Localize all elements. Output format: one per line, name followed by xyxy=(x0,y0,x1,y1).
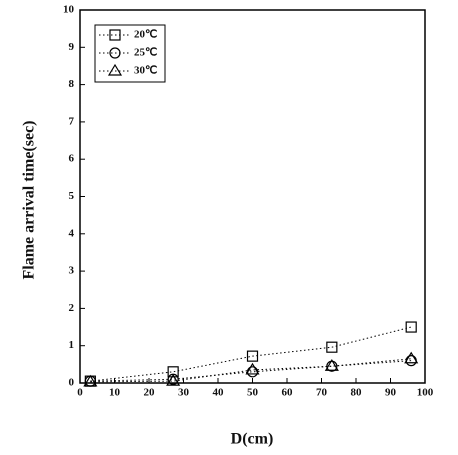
y-tick-label: 10 xyxy=(63,4,75,16)
x-tick-label: 60 xyxy=(282,387,294,399)
legend-marker xyxy=(109,47,121,59)
y-tick-label: 4 xyxy=(69,227,75,239)
y-tick-label: 8 xyxy=(69,78,75,90)
data-point xyxy=(404,351,419,364)
y-tick-label: 6 xyxy=(69,153,75,165)
x-tick-label: 50 xyxy=(247,387,259,399)
data-point xyxy=(326,341,338,353)
legend-label: 20℃ xyxy=(134,29,157,41)
y-tick-label: 7 xyxy=(69,115,75,127)
y-tick-label: 5 xyxy=(69,190,75,202)
data-point xyxy=(83,374,98,387)
data-point xyxy=(166,373,181,386)
data-point xyxy=(324,359,339,371)
x-tick-label: 70 xyxy=(316,387,328,399)
legend-marker xyxy=(109,29,121,41)
x-tick-label: 20 xyxy=(144,387,156,399)
legend-label: 30℃ xyxy=(134,65,157,77)
x-tick-label: 40 xyxy=(213,387,225,399)
y-axis-title: Flame arrival time(sec) xyxy=(21,120,38,279)
legend-box xyxy=(94,24,166,83)
x-axis-title: D(cm) xyxy=(231,431,274,448)
data-point xyxy=(245,362,260,375)
x-tick-label: 100 xyxy=(417,387,434,399)
legend-marker xyxy=(107,63,123,76)
y-tick-label: 1 xyxy=(69,339,75,351)
legend-label: 25℃ xyxy=(134,47,157,59)
y-tick-label: 3 xyxy=(69,265,75,277)
y-tick-label: 2 xyxy=(69,302,75,314)
y-tick-label: 0 xyxy=(69,377,75,389)
series-line xyxy=(90,360,412,382)
x-tick-label: 90 xyxy=(385,387,397,399)
y-tick-label: 9 xyxy=(69,41,75,53)
x-tick-label: 0 xyxy=(77,387,83,399)
x-tick-label: 10 xyxy=(109,387,121,399)
data-point xyxy=(405,355,417,367)
series-line xyxy=(90,326,412,382)
data-point xyxy=(246,350,259,362)
data-point xyxy=(405,321,417,333)
data-point xyxy=(246,366,259,378)
x-tick-label: 30 xyxy=(178,387,190,399)
data-point xyxy=(167,366,179,378)
x-tick-label: 80 xyxy=(351,387,363,399)
series-line xyxy=(90,358,412,383)
